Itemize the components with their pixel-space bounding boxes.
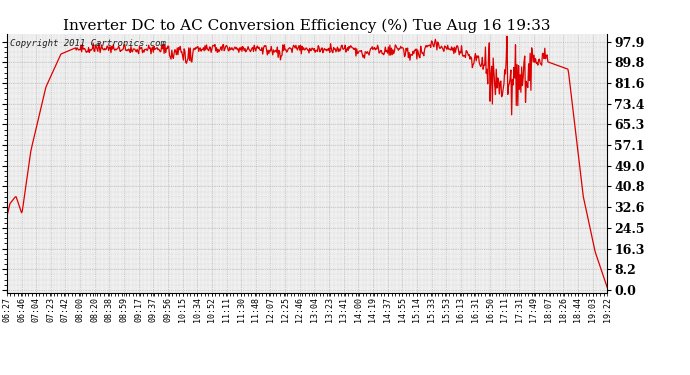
Text: Copyright 2011 Cartronics.com: Copyright 2011 Cartronics.com <box>10 39 166 48</box>
Title: Inverter DC to AC Conversion Efficiency (%) Tue Aug 16 19:33: Inverter DC to AC Conversion Efficiency … <box>63 18 551 33</box>
